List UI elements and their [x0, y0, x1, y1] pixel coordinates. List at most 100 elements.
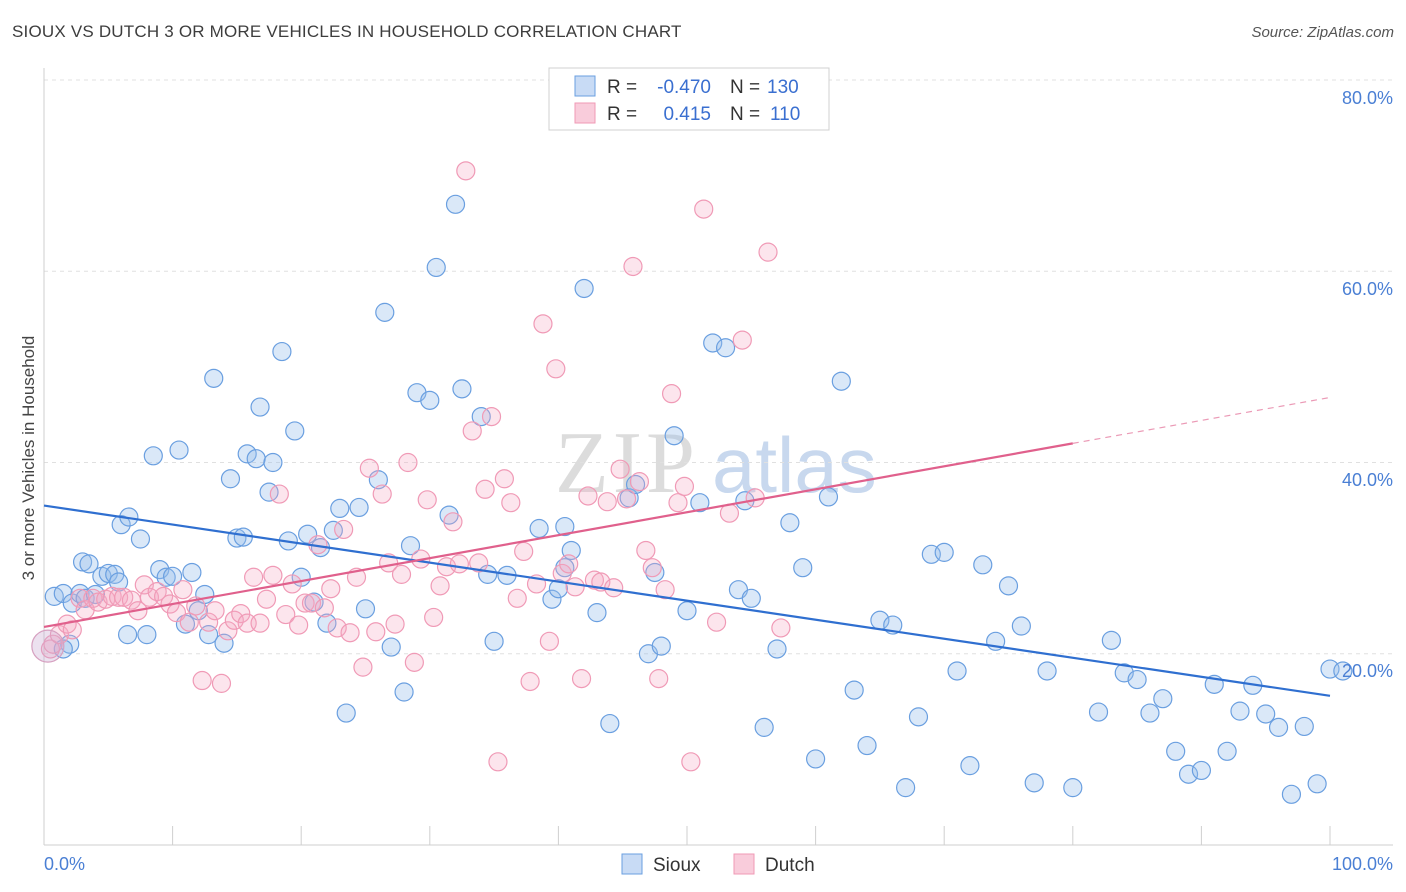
sioux-point-19 [143, 446, 163, 466]
dutch-point-71 [494, 469, 514, 489]
sioux-point-108 [1011, 616, 1031, 636]
sioux-point-67 [529, 518, 549, 539]
dutch-point-67 [469, 553, 489, 573]
sioux-point-62 [452, 379, 472, 399]
bottom-legend-label-dutch: Dutch [765, 855, 815, 876]
sioux-trend-line [43, 504, 1331, 697]
sioux-point-117 [1153, 689, 1173, 709]
sioux-point-21 [156, 567, 176, 587]
sioux-point-51 [355, 599, 376, 619]
sioux-point-92 [805, 749, 826, 769]
dutch-point-69 [481, 407, 502, 427]
dutch-point-51 [366, 622, 386, 642]
sioux-point-110 [1037, 661, 1057, 681]
sioux-point-34 [237, 444, 257, 464]
sioux-point-73 [600, 713, 620, 734]
legend-r-label-dutch: R = [607, 104, 637, 125]
dutch-point-89 [610, 459, 630, 479]
dutch-point-88 [604, 578, 624, 598]
sioux-point-69 [548, 579, 569, 599]
dutch-point-72 [501, 493, 521, 513]
sioux-point-8 [79, 554, 99, 574]
sioux-point-68 [542, 589, 562, 609]
bottom-legend-swatch-dutch [733, 853, 755, 875]
dutch-point-87 [597, 492, 617, 512]
sioux-point-35 [246, 449, 266, 469]
sioux-point-25 [182, 562, 202, 583]
sioux-point-109 [1024, 773, 1044, 793]
sioux-point-129 [1307, 774, 1327, 794]
bottom-legend: Sioux Dutch [621, 853, 815, 876]
dutch-point-107 [771, 618, 791, 638]
sioux-point-23 [169, 440, 189, 460]
dutch-point-1 [43, 634, 63, 654]
legend-r-label-sioux: R = [607, 77, 637, 98]
dutch-point-12 [114, 587, 134, 607]
dutch-point-97 [661, 384, 682, 404]
dutch-point-57 [404, 652, 424, 672]
dutch-point-27 [211, 673, 232, 693]
dutch-point-37 [276, 604, 296, 625]
sioux-point-39 [272, 341, 292, 362]
sioux-point-102 [934, 542, 954, 562]
dutch-point-36 [269, 484, 289, 504]
dutch-point-106 [758, 242, 778, 262]
dutch-point-102 [706, 612, 727, 632]
dutch-point-75 [520, 671, 540, 692]
sioux-point-119 [1178, 764, 1199, 784]
sioux-point-115 [1127, 669, 1147, 690]
sioux-point-88 [754, 717, 774, 737]
sioux-point-126 [1268, 717, 1289, 737]
dutch-trend-line-extension [1072, 396, 1331, 444]
x-tick-label-min: 0.0% [44, 854, 85, 874]
legend-n-value-sioux: 130 [767, 77, 799, 98]
sioux-point-36 [250, 397, 270, 417]
dutch-point-50 [359, 458, 379, 478]
sioux-point-74 [587, 603, 607, 623]
dutch-point-74 [514, 541, 534, 562]
legend-r-value-dutch: 0.415 [663, 104, 711, 125]
dutch-point-90 [616, 489, 637, 509]
dutch-point-52 [372, 484, 392, 504]
x-tick-label-max: 100.0% [1332, 854, 1393, 874]
dutch-point-59 [417, 490, 437, 510]
sioux-point-112 [1088, 702, 1109, 722]
sioux-point-12 [108, 572, 129, 592]
sioux-point-55 [394, 682, 414, 702]
dutch-point-47 [340, 623, 360, 643]
dutch-point-77 [533, 314, 553, 334]
dutch-point-32 [244, 567, 264, 587]
legend-r-value-sioux: -0.470 [657, 77, 711, 98]
dutch-point-63 [443, 512, 463, 532]
y-axis-label: 3 or more Vehicles in Household [19, 336, 38, 581]
legend-n-label-dutch: N = [730, 104, 760, 125]
sioux-point-116 [1140, 703, 1160, 723]
sioux-point-93 [818, 487, 839, 507]
sioux-point-18 [137, 625, 157, 645]
sioux-point-70 [555, 516, 575, 537]
dutch-point-55 [391, 564, 412, 584]
sioux-point-87 [741, 588, 761, 608]
sioux-point-107 [998, 576, 1019, 596]
dutch-point-16 [139, 587, 160, 607]
dutch-point-21 [173, 580, 193, 600]
dutch-point-34 [256, 589, 277, 609]
axes [43, 68, 1393, 846]
dutch-point-91 [623, 256, 643, 277]
sioux-point-47 [323, 520, 343, 540]
sioux-point-50 [349, 497, 369, 518]
sioux-point-43 [298, 524, 318, 544]
legend-n-value-dutch: 110 [770, 104, 800, 125]
trend-lines [43, 396, 1331, 697]
y-tick-label-20: 20.0% [1342, 661, 1393, 681]
sioux-point-118 [1166, 741, 1186, 761]
dutch-point-83 [571, 669, 592, 689]
dutch-point-8 [88, 592, 108, 612]
dutch-point-98 [668, 493, 688, 513]
sioux-point-104 [960, 756, 980, 776]
sioux-point-128 [1294, 716, 1314, 737]
sioux-point-91 [793, 558, 813, 578]
sioux-point-17 [117, 625, 138, 645]
sioux-point-90 [780, 513, 800, 533]
